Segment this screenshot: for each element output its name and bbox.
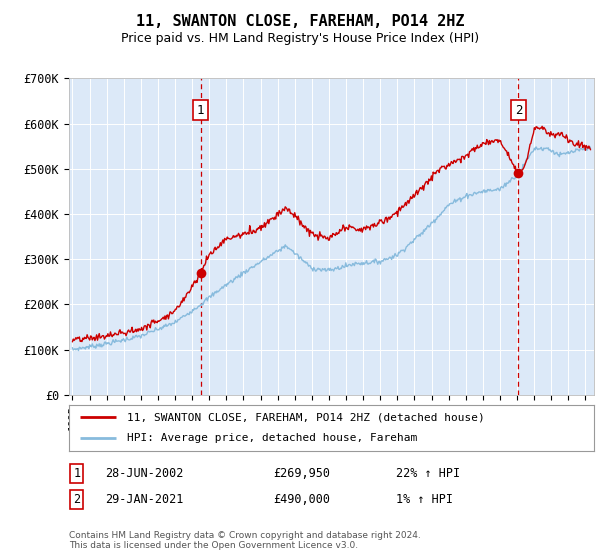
Text: 22% ↑ HPI: 22% ↑ HPI [396,466,460,480]
Text: 2: 2 [73,493,80,506]
Text: 1: 1 [73,466,80,480]
Text: 1% ↑ HPI: 1% ↑ HPI [396,493,453,506]
Text: 11, SWANTON CLOSE, FAREHAM, PO14 2HZ (detached house): 11, SWANTON CLOSE, FAREHAM, PO14 2HZ (de… [127,412,485,422]
Text: Price paid vs. HM Land Registry's House Price Index (HPI): Price paid vs. HM Land Registry's House … [121,32,479,45]
Text: Contains HM Land Registry data © Crown copyright and database right 2024.
This d: Contains HM Land Registry data © Crown c… [69,531,421,550]
Text: 11, SWANTON CLOSE, FAREHAM, PO14 2HZ: 11, SWANTON CLOSE, FAREHAM, PO14 2HZ [136,14,464,29]
Text: 2: 2 [515,104,522,116]
Text: £490,000: £490,000 [273,493,330,506]
Text: £269,950: £269,950 [273,466,330,480]
Text: 28-JUN-2002: 28-JUN-2002 [105,466,184,480]
Text: 1: 1 [197,104,204,116]
Text: 29-JAN-2021: 29-JAN-2021 [105,493,184,506]
Text: HPI: Average price, detached house, Fareham: HPI: Average price, detached house, Fare… [127,433,417,444]
